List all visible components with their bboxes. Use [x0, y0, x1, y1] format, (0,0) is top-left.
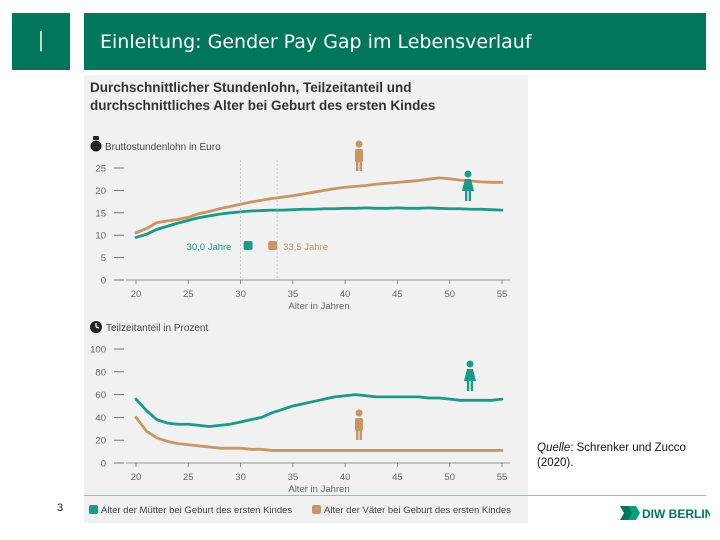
x-tick-label: 20 [131, 289, 142, 300]
series-line-women [134, 206, 504, 239]
x-axis-label: Alter in Jahren [288, 301, 349, 312]
y-tick-label: 0 [101, 276, 106, 287]
x-tick-label: 50 [444, 472, 455, 483]
figure-title-line1: Durchschnittlicher Stundenlohn, Teilzeit… [90, 80, 412, 95]
footer-rule [84, 495, 706, 496]
panel2-ylabel: Teilzeitanteil in Prozent [106, 323, 208, 334]
y-tick-label: 25 [95, 164, 106, 175]
clock-icon [90, 321, 102, 333]
y-tick-label: 0 [101, 459, 106, 470]
slide-title: Einleitung: Gender Pay Gap im Lebensverl… [100, 30, 532, 53]
diw-logo: DIW BERLIN [620, 506, 710, 521]
y-tick-label: 40 [95, 413, 106, 424]
y-tick-label: 15 [95, 208, 106, 219]
x-tick-label: 55 [497, 472, 508, 483]
source-label: Quelle [537, 442, 571, 454]
series-line-men [134, 176, 504, 235]
source-text: : Schrenker und Zucco (2020). [537, 442, 686, 469]
wage-chart: 0 5 10 15 20 25 20 25 30 35 40 45 50 55 Alter in Jahre… [95, 160, 510, 312]
y-tick-label: 5 [101, 253, 106, 264]
series-line-women [134, 393, 504, 428]
chart-figure: Durchschnittlicher Stundenlohn, Teilzeit… [84, 75, 528, 523]
legend-fathers: Alter der Väter bei Geburt des ersten Ki… [324, 505, 511, 516]
chart-canvas: Durchschnittlicher Stundenlohn, Teilzeit… [89, 80, 511, 516]
y-tick-label: 10 [95, 231, 106, 242]
legend-fathers-icon [312, 505, 321, 514]
page-number: 3 [57, 502, 64, 514]
x-tick-label: 30 [235, 472, 246, 483]
x-tick-label: 30 [235, 289, 246, 300]
y-tick-label: 100 [90, 345, 106, 356]
x-tick-label: 25 [183, 472, 194, 483]
diw-logo-mark-icon [620, 506, 640, 520]
section-number: I [36, 25, 46, 58]
x-tick-label: 45 [392, 472, 403, 483]
x-tick-label: 40 [340, 472, 351, 483]
legend-mothers-icon [89, 505, 98, 514]
man-icon-wage [355, 140, 363, 171]
x-tick-label: 20 [131, 472, 142, 483]
x-tick-label: 55 [497, 289, 508, 300]
man-icon-parttime [355, 409, 363, 440]
y-tick-label: 20 [95, 186, 106, 197]
panel1-ylabel: Bruttostundenlohn in Euro [105, 142, 221, 153]
x-tick-label: 25 [183, 289, 194, 300]
woman-icon-parttime [464, 360, 476, 391]
x-tick-label: 45 [392, 289, 403, 300]
annotation-men-age: 33,5 Jahre [283, 242, 328, 253]
title-bar: Einleitung: Gender Pay Gap im Lebensverl… [84, 13, 706, 70]
source-note: Quelle: Schrenker und Zucco (2020). [537, 441, 687, 471]
moneybag-icon [90, 136, 102, 152]
x-tick-label: 35 [288, 289, 299, 300]
x-tick-label: 40 [340, 289, 351, 300]
x-tick-label: 50 [444, 289, 455, 300]
series-line-men [134, 415, 504, 452]
figure-title-line2: durchschnittliches Alter bei Geburt des … [90, 98, 435, 113]
x-axis-label: Alter in Jahren [288, 484, 349, 495]
part-time-chart: 0 20 40 60 80 100 20 25 30 35 40 45 50 55 Alter in Jah… [90, 345, 510, 495]
x-tick-label: 35 [288, 472, 299, 483]
y-tick-label: 60 [95, 390, 106, 401]
baby-icon-men [268, 241, 278, 250]
y-tick-label: 20 [95, 436, 106, 447]
woman-icon-wage [462, 170, 474, 201]
baby-icon-women [243, 241, 253, 250]
y-tick-label: 80 [95, 367, 106, 378]
legend-mothers: Alter der Mütter bei Geburt des ersten K… [101, 505, 292, 516]
section-number-box: I [12, 13, 70, 70]
logo-text: DIW BERLIN [642, 507, 710, 521]
annotation-women-age: 30,0 Jahre [187, 242, 232, 253]
